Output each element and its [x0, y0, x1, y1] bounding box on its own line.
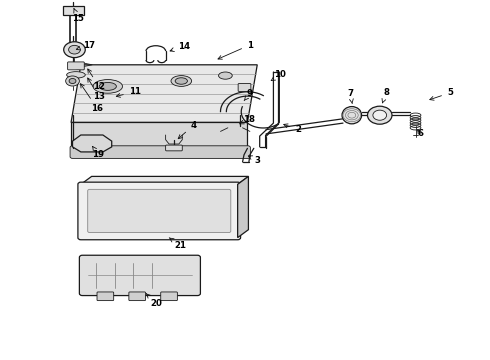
FancyBboxPatch shape	[88, 189, 231, 233]
Text: 13: 13	[88, 78, 105, 101]
Text: 1: 1	[218, 40, 253, 59]
FancyBboxPatch shape	[78, 182, 241, 240]
Ellipse shape	[171, 76, 192, 86]
FancyBboxPatch shape	[79, 255, 200, 296]
Text: 2: 2	[284, 124, 301, 134]
FancyBboxPatch shape	[97, 292, 114, 301]
FancyBboxPatch shape	[63, 6, 84, 15]
Polygon shape	[238, 176, 248, 238]
Text: 6: 6	[417, 129, 423, 138]
Text: 16: 16	[80, 84, 103, 112]
FancyBboxPatch shape	[68, 62, 84, 70]
Text: 12: 12	[88, 69, 105, 91]
Circle shape	[69, 45, 80, 54]
Circle shape	[69, 78, 76, 84]
Text: 3: 3	[248, 156, 260, 165]
Text: 21: 21	[169, 238, 186, 250]
Text: 7: 7	[347, 89, 353, 104]
FancyBboxPatch shape	[166, 145, 182, 151]
FancyBboxPatch shape	[238, 84, 251, 91]
Text: 11: 11	[116, 87, 141, 97]
FancyBboxPatch shape	[161, 292, 177, 301]
FancyBboxPatch shape	[70, 146, 250, 158]
Ellipse shape	[175, 78, 187, 84]
Polygon shape	[73, 135, 112, 152]
Ellipse shape	[219, 72, 232, 79]
Ellipse shape	[67, 72, 85, 78]
Circle shape	[373, 110, 387, 120]
Text: 14: 14	[170, 41, 190, 51]
Text: 9: 9	[244, 89, 253, 101]
Polygon shape	[81, 176, 248, 184]
Text: 20: 20	[147, 294, 162, 307]
Polygon shape	[71, 122, 247, 151]
Text: 15: 15	[73, 9, 84, 23]
Text: 8: 8	[382, 88, 389, 103]
FancyBboxPatch shape	[129, 292, 146, 301]
Circle shape	[368, 106, 392, 124]
Ellipse shape	[99, 82, 117, 90]
Text: 4: 4	[178, 121, 196, 139]
Ellipse shape	[93, 80, 122, 93]
Text: 19: 19	[92, 147, 104, 158]
Ellipse shape	[342, 107, 362, 124]
Text: 17: 17	[76, 40, 95, 50]
Text: 5: 5	[430, 88, 453, 100]
Circle shape	[64, 42, 85, 58]
Circle shape	[66, 76, 79, 86]
Polygon shape	[71, 65, 257, 122]
Text: 10: 10	[271, 71, 286, 81]
Text: 18: 18	[240, 115, 255, 124]
